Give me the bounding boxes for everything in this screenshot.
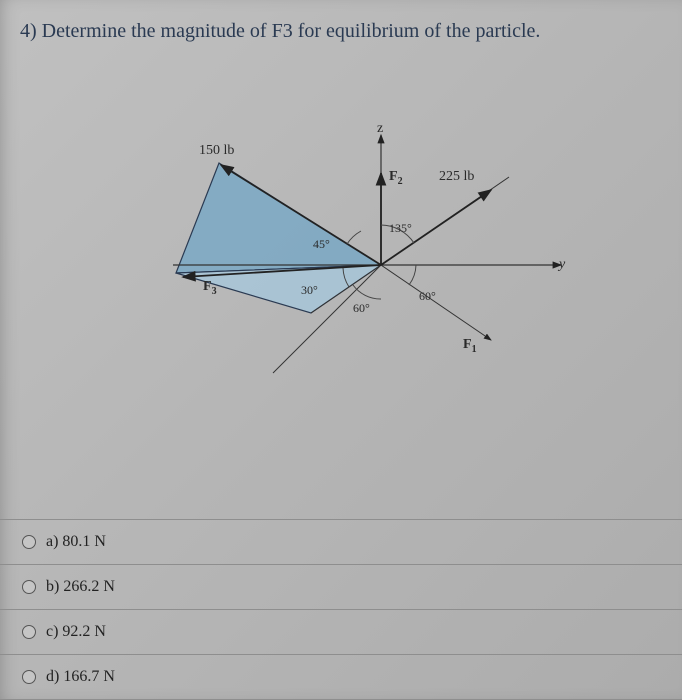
option-label: b) 266.2 N [46, 578, 115, 596]
option-a[interactable]: a) 80.1 N [0, 519, 682, 564]
option-label: d) 166.7 N [46, 668, 115, 686]
option-b[interactable]: b) 266.2 N [0, 564, 682, 609]
question-body: Determine the magnitude of F3 for equili… [42, 20, 541, 42]
arc-45 [347, 231, 361, 244]
radio-icon [22, 535, 36, 549]
label-f3: F3 [203, 279, 217, 297]
angle-60b: 60° [419, 289, 436, 304]
option-c[interactable]: c) 92.2 N [0, 609, 682, 654]
angle-45: 45° [313, 237, 330, 252]
arc-60b [409, 265, 416, 285]
answer-options: a) 80.1 N b) 266.2 N c) 92.2 N d) 166.7 … [0, 519, 682, 700]
label-150lb: 150 lb [199, 143, 234, 159]
force-diagram: z y 150 lb 225 lb F2 F3 F1 45° 30° 60° 6… [91, 65, 591, 425]
angle-30: 30° [301, 283, 318, 298]
label-f1: F1 [463, 337, 477, 355]
radio-icon [22, 670, 36, 684]
label-225lb: 225 lb [439, 169, 474, 185]
arc-60a [353, 285, 381, 299]
option-d[interactable]: d) 166.7 N [0, 654, 682, 700]
question-text: 4) Determine the magnitude of F3 for equ… [20, 18, 662, 45]
angle-60a: 60° [353, 301, 370, 316]
axis-label-z: z [377, 121, 383, 137]
option-label: a) 80.1 N [46, 533, 106, 551]
angle-135: 135° [389, 221, 412, 236]
option-label: c) 92.2 N [46, 623, 106, 641]
worksheet-page: 4) Determine the magnitude of F3 for equ… [0, 0, 682, 700]
diagram-svg [91, 65, 591, 425]
radio-icon [22, 625, 36, 639]
label-f2: F2 [389, 169, 403, 187]
radio-icon [22, 580, 36, 594]
axis-label-y: y [559, 257, 565, 273]
question-number: 4) [20, 20, 37, 42]
vector-f1 [381, 265, 491, 340]
wedge-upper [176, 163, 381, 273]
